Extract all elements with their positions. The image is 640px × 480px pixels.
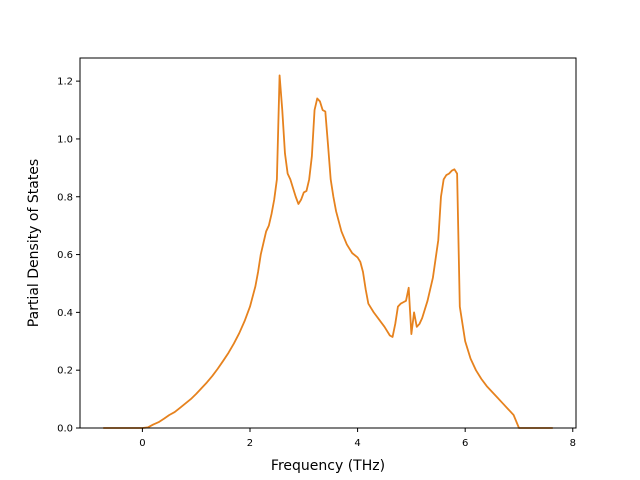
y-axis-label: Partial Density of States	[26, 159, 42, 327]
x-tick-label: 8	[570, 438, 576, 449]
pdos-series-line	[102, 74, 554, 429]
y-tick-label: 1.2	[57, 77, 73, 88]
x-axis-ticks: 0 2 4 6 8	[139, 428, 576, 449]
y-tick-label: 0.0	[57, 424, 73, 435]
x-tick-label: 2	[247, 438, 253, 449]
plot-area	[102, 74, 554, 429]
y-tick-label: 0.8	[57, 192, 73, 203]
y-tick-label: 1.0	[57, 134, 73, 145]
x-tick-label: 4	[354, 438, 360, 449]
y-tick-label: 0.2	[57, 366, 73, 377]
y-tick-label: 0.6	[57, 250, 73, 261]
x-tick-label: 6	[462, 438, 468, 449]
x-axis-label: Frequency (THz)	[271, 458, 385, 474]
y-tick-label: 0.4	[57, 308, 73, 319]
y-axis-ticks: 0.0 0.2 0.4 0.6 0.8 1.0 1.2	[57, 77, 80, 435]
x-tick-label: 0	[139, 438, 145, 449]
axes-frame	[79, 57, 577, 429]
